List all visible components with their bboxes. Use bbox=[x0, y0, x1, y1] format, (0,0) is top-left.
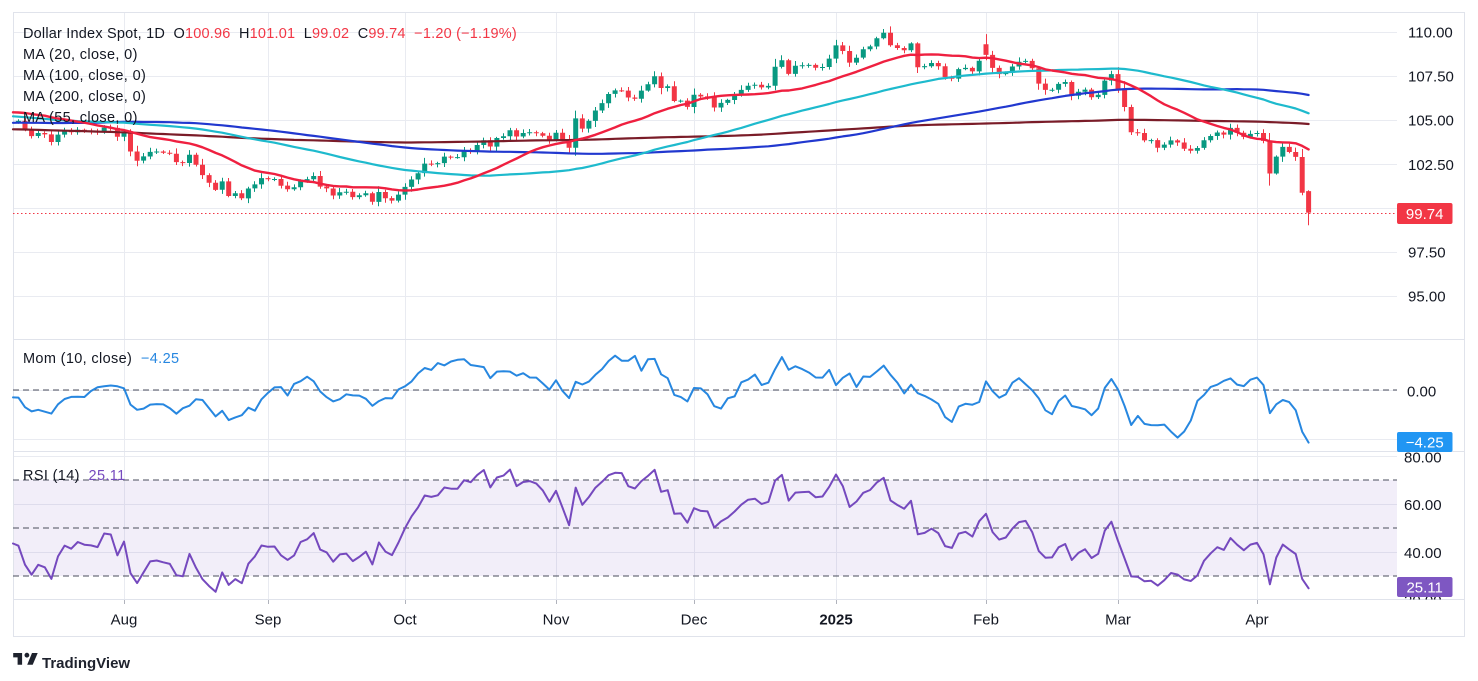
svg-text:Dollar Index Spot, 1D O100.96: Dollar Index Spot, 1D O100.96 H101.01 L9… bbox=[23, 26, 517, 42]
svg-text:80.00: 80.00 bbox=[1404, 449, 1442, 466]
svg-text:97.50: 97.50 bbox=[1408, 244, 1446, 261]
svg-text:Mar: Mar bbox=[1105, 612, 1131, 629]
svg-text:TradingView: TradingView bbox=[42, 655, 130, 672]
svg-text:105.00: 105.00 bbox=[1408, 112, 1454, 129]
svg-text:25.11: 25.11 bbox=[1406, 579, 1442, 596]
svg-text:Oct: Oct bbox=[393, 612, 417, 629]
svg-text:107.50: 107.50 bbox=[1408, 68, 1454, 85]
svg-text:RSI (14) 25.11: RSI (14) 25.11 bbox=[23, 468, 126, 484]
svg-text:Feb: Feb bbox=[973, 612, 999, 629]
svg-text:95.00: 95.00 bbox=[1408, 288, 1446, 305]
svg-text:2025: 2025 bbox=[819, 612, 852, 629]
svg-text:Aug: Aug bbox=[111, 612, 138, 629]
svg-text:99.74: 99.74 bbox=[1406, 206, 1444, 223]
svg-text:MA (100, close, 0): MA (100, close, 0) bbox=[23, 68, 146, 84]
svg-text:Dec: Dec bbox=[681, 612, 708, 629]
svg-text:102.50: 102.50 bbox=[1408, 157, 1454, 174]
svg-text:0.00: 0.00 bbox=[1407, 383, 1436, 400]
svg-text:−4.25: −4.25 bbox=[1406, 434, 1444, 451]
svg-text:Mom (10, close) −4.25: Mom (10, close) −4.25 bbox=[23, 351, 179, 367]
svg-text:Apr: Apr bbox=[1245, 612, 1268, 629]
svg-text:Sep: Sep bbox=[255, 612, 282, 629]
svg-text:60.00: 60.00 bbox=[1404, 497, 1442, 514]
svg-text:MA (20, close, 0): MA (20, close, 0) bbox=[23, 47, 138, 63]
svg-text:110.00: 110.00 bbox=[1408, 24, 1453, 41]
svg-text:MA (200, close, 0): MA (200, close, 0) bbox=[23, 89, 146, 105]
svg-text:40.00: 40.00 bbox=[1404, 545, 1442, 562]
svg-text:MA (55, close, 0): MA (55, close, 0) bbox=[23, 110, 138, 126]
svg-text:Nov: Nov bbox=[543, 612, 570, 629]
